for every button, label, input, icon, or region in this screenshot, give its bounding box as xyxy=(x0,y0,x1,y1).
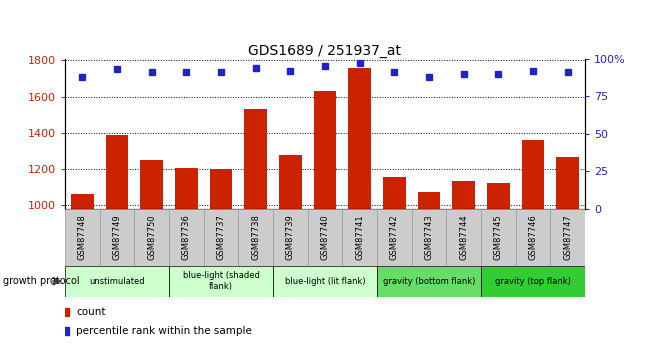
Bar xyxy=(481,266,585,297)
Text: GSM87736: GSM87736 xyxy=(182,214,191,260)
Text: GSM87743: GSM87743 xyxy=(424,214,434,260)
Title: GDS1689 / 251937_at: GDS1689 / 251937_at xyxy=(248,43,402,58)
Text: unstimulated: unstimulated xyxy=(89,277,145,286)
Text: GSM87745: GSM87745 xyxy=(494,214,503,260)
Bar xyxy=(239,209,273,266)
Bar xyxy=(273,266,377,297)
Text: GSM87740: GSM87740 xyxy=(320,214,330,260)
Bar xyxy=(377,266,481,297)
Text: growth protocol: growth protocol xyxy=(3,276,80,286)
Text: GSM87744: GSM87744 xyxy=(459,214,468,260)
Bar xyxy=(343,209,377,266)
Text: GSM87748: GSM87748 xyxy=(78,214,87,260)
Bar xyxy=(377,209,411,266)
Bar xyxy=(279,155,302,209)
Bar xyxy=(556,157,579,209)
Text: GSM87750: GSM87750 xyxy=(147,214,156,260)
Text: percentile rank within the sample: percentile rank within the sample xyxy=(76,326,252,335)
Bar xyxy=(447,209,481,266)
Bar xyxy=(314,91,336,209)
Bar xyxy=(411,209,447,266)
Bar xyxy=(203,209,239,266)
Text: GSM87749: GSM87749 xyxy=(112,214,122,260)
Text: GSM87747: GSM87747 xyxy=(563,214,572,260)
Text: GSM87737: GSM87737 xyxy=(216,214,226,260)
Bar xyxy=(210,169,232,209)
Text: blue-light (lit flank): blue-light (lit flank) xyxy=(285,277,365,286)
Bar xyxy=(140,160,163,209)
Bar xyxy=(307,209,343,266)
Bar xyxy=(452,181,475,209)
Bar xyxy=(169,209,203,266)
Text: GSM87741: GSM87741 xyxy=(355,214,364,260)
Bar xyxy=(348,68,371,209)
Bar xyxy=(481,209,515,266)
Bar xyxy=(515,209,551,266)
Bar xyxy=(169,266,273,297)
Bar xyxy=(135,209,169,266)
Text: blue-light (shaded
flank): blue-light (shaded flank) xyxy=(183,272,259,291)
Text: GSM87739: GSM87739 xyxy=(286,214,295,260)
Text: GSM87742: GSM87742 xyxy=(390,214,399,260)
Bar xyxy=(71,194,94,209)
Bar xyxy=(487,184,510,209)
Bar xyxy=(244,109,267,209)
Bar xyxy=(99,209,135,266)
Bar xyxy=(418,191,440,209)
Bar xyxy=(65,209,99,266)
Bar xyxy=(106,135,128,209)
Bar xyxy=(551,209,585,266)
Text: count: count xyxy=(76,307,105,316)
Text: gravity (top flank): gravity (top flank) xyxy=(495,277,571,286)
Text: GSM87738: GSM87738 xyxy=(251,214,260,260)
Bar xyxy=(273,209,307,266)
Text: GSM87746: GSM87746 xyxy=(528,214,538,260)
Text: gravity (bottom flank): gravity (bottom flank) xyxy=(383,277,475,286)
Bar xyxy=(383,177,406,209)
Bar xyxy=(522,140,544,209)
Bar xyxy=(65,266,169,297)
Bar xyxy=(175,168,198,209)
